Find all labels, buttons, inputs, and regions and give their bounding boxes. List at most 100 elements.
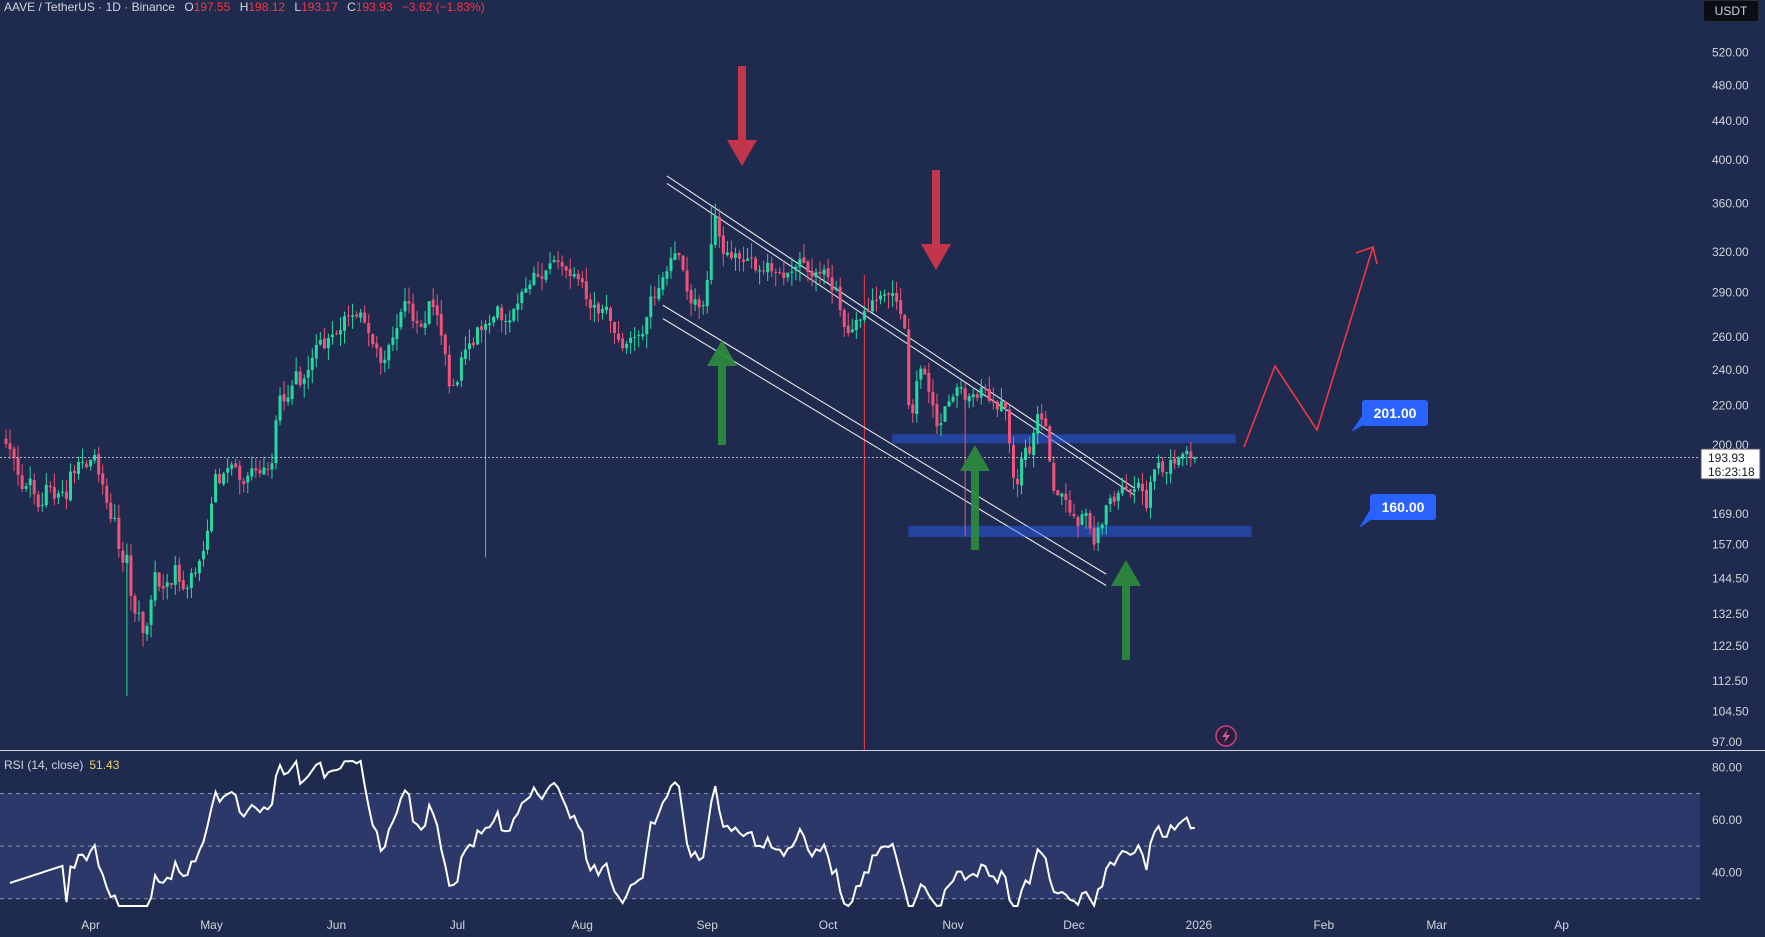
candle (617, 320, 621, 343)
candle-body (713, 215, 717, 245)
candle (903, 313, 907, 330)
candle-body (97, 454, 101, 475)
candle-body (206, 530, 209, 550)
candle (556, 251, 560, 270)
candle (870, 288, 874, 313)
candle (1104, 504, 1108, 535)
time-axis[interactable]: Apr May Jun Jul Aug Sep Oct Nov Dec 2026 Feb Mar Ap (81, 918, 1569, 932)
candle-body (927, 372, 931, 392)
candle (415, 310, 419, 334)
candle (77, 456, 81, 480)
candle (89, 459, 93, 471)
candle (697, 295, 701, 319)
candle-body (846, 325, 850, 334)
candle (488, 314, 492, 334)
candle-body (1080, 514, 1084, 525)
candle-body (818, 271, 822, 274)
time-tick-label: Mar (1426, 918, 1447, 932)
candle-body (435, 305, 439, 316)
candle (983, 384, 987, 394)
candle-body (359, 312, 363, 318)
candle (1012, 436, 1015, 490)
time-tick-label: Oct (819, 918, 838, 932)
candle-body (318, 339, 322, 345)
time-tick-label: May (200, 918, 223, 932)
rsi-value: 51.43 (89, 758, 120, 772)
candle (782, 260, 786, 286)
candle (459, 351, 463, 387)
candle (951, 393, 955, 403)
candle-body (1100, 524, 1104, 529)
candle (822, 264, 826, 285)
candle (786, 272, 790, 282)
zone-label-160: 160.00 (1359, 494, 1436, 528)
candle-body (697, 299, 701, 308)
candle-body (1136, 482, 1140, 488)
candle-body (802, 257, 806, 264)
candle-body (407, 301, 411, 304)
candle-body (1181, 453, 1185, 459)
candle-body (834, 288, 838, 290)
candle (451, 378, 455, 386)
channel-line (666, 175, 1135, 489)
price-tick-label: 132.50 (1712, 607, 1749, 621)
candle-body (294, 371, 298, 385)
time-tick-label: Aug (572, 918, 593, 932)
projection-path (1243, 246, 1374, 448)
price-axis[interactable]: 520.00 480.00 440.00 400.00 360.00 320.00 290.… (0, 45, 1765, 751)
candle (588, 293, 592, 321)
candle-body (1132, 489, 1136, 492)
candle-body (798, 258, 802, 267)
candle-body (887, 293, 891, 295)
candle (528, 280, 532, 295)
zone-label-201-pointer (1351, 416, 1369, 432)
rsi-series (9, 758, 1196, 909)
symbol-title[interactable]: AAVE / TetherUS · 1D · Binance (4, 0, 175, 14)
candle-body (64, 491, 68, 499)
candle-body (850, 329, 854, 333)
candle (157, 572, 161, 592)
candle (258, 460, 262, 478)
candle (1084, 508, 1088, 529)
candle (201, 540, 205, 567)
candle (939, 413, 943, 437)
candle-body (1048, 426, 1052, 462)
candle (423, 311, 427, 336)
candle-body (572, 274, 576, 277)
candle (40, 492, 44, 512)
currency-button[interactable]: USDT (1703, 0, 1759, 22)
alert-icon[interactable] (1215, 725, 1237, 747)
rsi-label[interactable]: RSI (14, close) (4, 758, 84, 772)
candle-body (1169, 459, 1173, 474)
candle (544, 269, 548, 283)
candle-body (874, 299, 878, 301)
candle-body (629, 337, 633, 344)
candle (621, 332, 625, 352)
candle (895, 282, 899, 310)
candle (669, 247, 673, 279)
candle-body (548, 263, 552, 270)
candle (496, 305, 500, 321)
candle (222, 471, 226, 486)
candle-body (322, 338, 326, 349)
drawings-overlay (0, 66, 1700, 660)
candle-body (806, 261, 810, 272)
candle (721, 226, 725, 267)
candle-body (1140, 483, 1144, 492)
candle (298, 366, 302, 388)
candle-body (822, 269, 826, 275)
candle-body (701, 305, 705, 307)
candle-body (423, 323, 427, 328)
candle-body (790, 271, 794, 273)
candle-body (52, 487, 56, 499)
price-tick-label: 480.00 (1712, 78, 1749, 92)
candle (254, 457, 258, 479)
candle-body (911, 404, 915, 414)
candle-body (999, 400, 1003, 412)
candle-body (145, 625, 149, 635)
candle-body (782, 272, 786, 278)
candle-body (399, 312, 403, 328)
candle (649, 285, 653, 329)
candle (169, 582, 173, 589)
